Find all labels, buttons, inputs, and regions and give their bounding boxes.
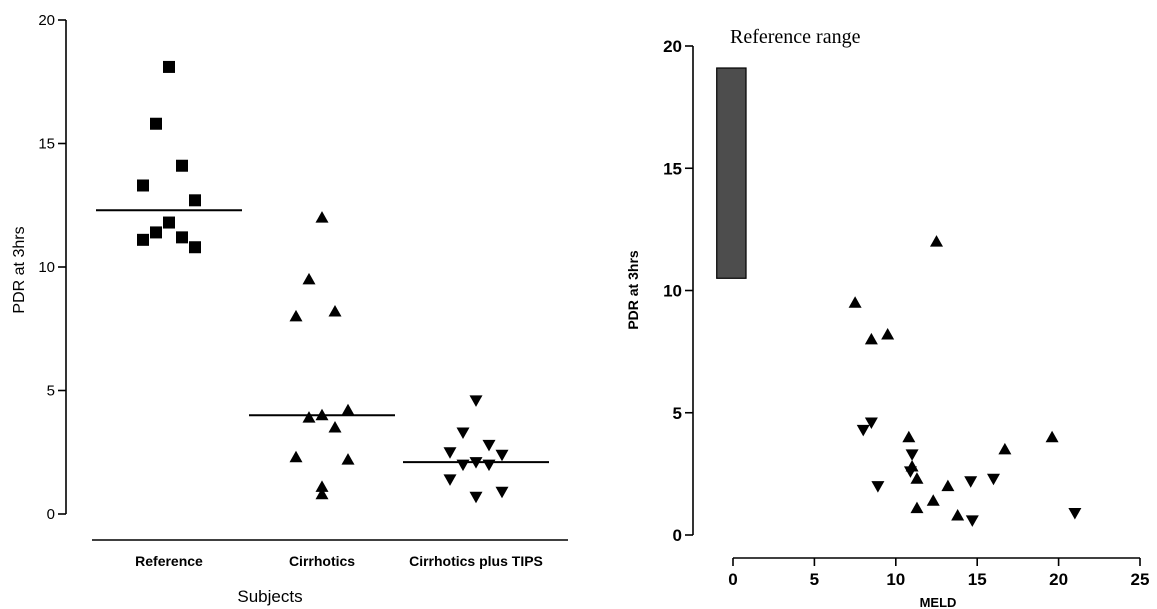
data-point [302,272,316,285]
right-y-axis-label: PDR at 3hrs [625,250,641,330]
data-point [176,231,188,244]
data-point [315,480,329,492]
data-point [315,487,329,500]
data-point [328,421,342,433]
right-y-tick-label: 15 [663,159,682,178]
left-x-axis-label: Subjects [237,587,302,606]
data-point [951,508,965,521]
data-point [495,486,509,499]
data-point [848,296,862,308]
data-point [289,450,303,463]
data-point [910,501,924,514]
data-point [881,328,895,340]
data-point [864,332,878,345]
left-y-tick-label: 5 [47,383,55,400]
right-x-tick-label: 0 [728,570,737,589]
data-point [856,424,870,437]
data-point [941,479,955,492]
data-point [965,515,979,527]
data-point [1045,430,1059,443]
data-point [456,427,470,439]
data-point [930,235,943,247]
right-y-tick-label: 0 [673,526,682,545]
right-x-axis-label: MELD [920,595,957,609]
data-point [482,459,496,472]
left-y-tick-label: 15 [38,136,55,153]
left-y-tick-label: 10 [38,259,55,276]
data-point [150,226,162,239]
data-point [137,233,149,246]
right-x-tick-label: 15 [968,570,987,589]
left-x-category-label: Cirrhotics plus TIPS [409,553,543,569]
right-x-tick-label: 25 [1131,570,1150,589]
data-point [1068,507,1082,520]
left-x-category-label: Reference [135,553,203,569]
right-x-tick-label: 20 [1049,570,1068,589]
data-point [289,309,303,322]
data-point [926,494,940,506]
left-y-axis-label: PDR at 3hrs [11,226,28,313]
right-y-tick-label: 5 [673,404,682,423]
data-point [495,449,509,462]
data-point [903,466,917,478]
data-point [469,491,483,504]
data-point [986,473,1000,486]
right-y-tick-label: 20 [663,37,682,56]
data-point [163,216,175,229]
right-x-tick-label: 10 [886,570,905,589]
right-y-tick-label: 10 [663,282,682,301]
data-point [176,159,188,172]
left-y-tick-label: 0 [47,506,55,523]
data-point [998,442,1012,455]
data-point [964,476,978,488]
left-marks: 0 5 10 15 20 Reference Cirrhotics Cirrhotics pl… [38,12,549,569]
data-point [341,403,355,416]
data-point [910,472,924,484]
data-point [189,241,201,254]
data-point [469,457,483,469]
data-point [163,60,175,73]
reference-range-annotation: Reference range [730,26,861,48]
left-y-tick-label: 20 [38,12,55,29]
data-point [902,430,916,443]
right-chart: 0 5 10 15 20 0 5 10 15 20 25 Reference range PDR a… [625,26,1149,609]
data-point [302,411,316,423]
right-marks: 0 5 10 15 20 0 5 10 15 20 25 [663,37,1149,589]
right-x-tick-label: 5 [810,570,819,589]
data-point [137,179,149,192]
data-point [315,408,329,421]
data-point [864,417,878,430]
data-point [905,449,919,461]
data-point [456,459,470,472]
data-point [443,474,457,486]
left-x-category-label: Cirrhotics [289,553,355,569]
data-point [341,453,355,465]
left-chart: 0 5 10 15 20 Reference Cirrhotics Cirrhotics pl… [11,12,568,606]
data-point [150,117,162,130]
data-point [189,194,201,207]
data-point [871,481,885,493]
reference-range-bar [716,67,747,279]
data-point [482,439,496,452]
data-point [315,211,329,223]
data-point [443,447,457,459]
data-point [328,304,342,317]
data-point [469,395,483,407]
